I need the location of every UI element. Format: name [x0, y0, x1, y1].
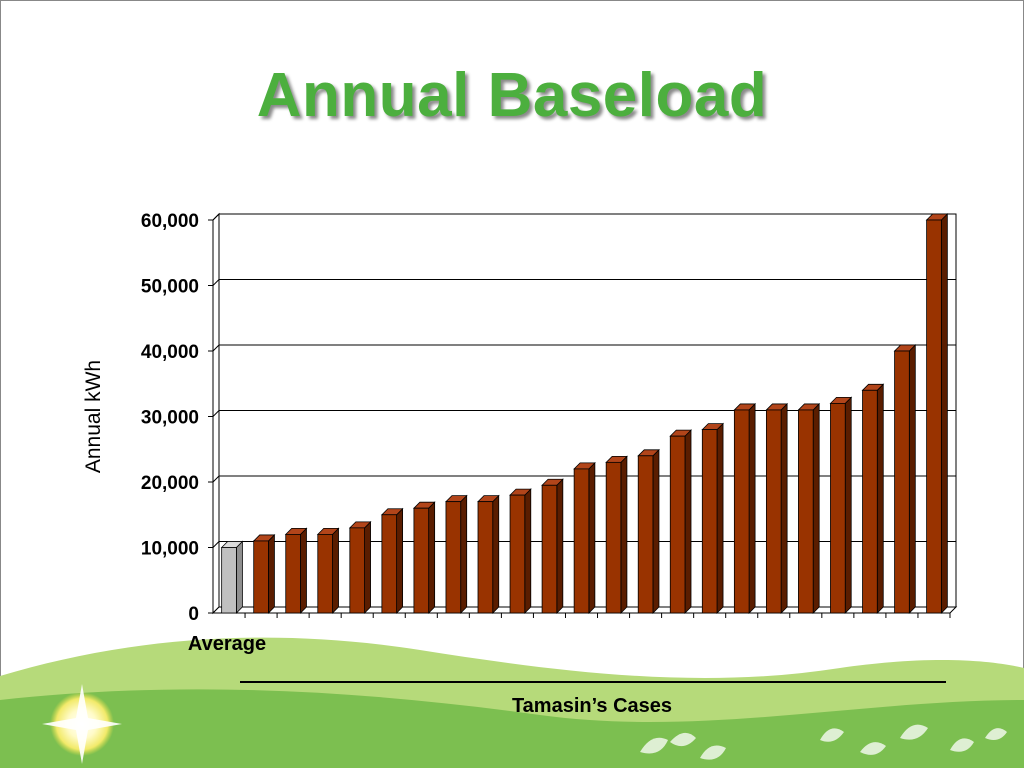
case-bar-side	[876, 383, 884, 614]
case-bar-side	[748, 402, 756, 614]
hill-dark	[0, 689, 1024, 768]
case-bar	[285, 534, 301, 614]
case-bar-side	[524, 488, 532, 614]
case-bar	[637, 455, 654, 614]
y-tick-label: 40,000	[141, 342, 199, 363]
case-bar	[798, 409, 814, 614]
case-bar-side	[908, 344, 916, 614]
y-tick-label: 50,000	[141, 277, 199, 298]
gridline-side	[212, 344, 220, 352]
leaf-icon	[640, 724, 1007, 760]
case-bar	[349, 527, 365, 614]
gridline-side	[212, 541, 220, 548]
case-bar	[541, 484, 558, 614]
case-bar	[413, 507, 430, 614]
case-bar	[445, 501, 462, 614]
average-bar	[221, 547, 237, 614]
case-bar	[605, 461, 622, 614]
case-bar-side	[460, 494, 468, 614]
gridline-side	[212, 213, 220, 221]
cases-label: Tamasin’s Cases	[512, 695, 672, 717]
case-bar-side	[396, 507, 404, 614]
gridline-side	[212, 475, 220, 483]
case-bar	[669, 435, 686, 614]
gridline-side	[212, 410, 220, 417]
case-bar-side	[652, 448, 660, 614]
gridline-side	[212, 279, 220, 286]
case-bar	[477, 501, 494, 614]
case-bar-side	[556, 478, 564, 614]
case-bar	[573, 468, 590, 614]
page-title: Annual Baseload	[256, 61, 768, 130]
case-bar-side	[844, 396, 852, 614]
y-axis-label: Annual kWh	[82, 360, 105, 473]
case-bar-side	[812, 402, 820, 614]
case-bar	[862, 389, 878, 614]
case-bar	[765, 409, 782, 614]
case-bar	[381, 514, 398, 614]
case-bar	[317, 534, 333, 614]
case-bar-side	[940, 213, 948, 614]
case-bar-side	[684, 429, 692, 614]
case-bar-side	[620, 455, 628, 614]
case-bar	[701, 429, 718, 614]
case-bar-side	[332, 527, 339, 614]
y-tick-label: 20,000	[141, 473, 199, 494]
average-label: Average	[188, 633, 266, 655]
case-bar-side	[364, 520, 371, 614]
case-bar-side	[780, 402, 788, 614]
case-bar-side	[428, 501, 436, 614]
y-tick-label: 10,000	[141, 539, 199, 560]
y-tick-label: 30,000	[141, 408, 199, 429]
case-bar	[894, 350, 910, 614]
case-bar-side	[300, 527, 307, 614]
case-bar	[926, 219, 942, 614]
y-tick-label: 60,000	[141, 211, 199, 232]
case-bar-side	[716, 422, 724, 614]
case-bar	[830, 402, 846, 614]
case-bar	[253, 540, 269, 614]
case-bar	[509, 494, 526, 614]
y-tick-label: 0	[188, 604, 199, 625]
case-bar-side	[492, 494, 500, 614]
case-bar-side	[268, 533, 275, 614]
case-bar	[733, 409, 750, 614]
sun-icon	[42, 684, 122, 764]
case-bar-side	[588, 461, 596, 614]
average-bar-side	[235, 540, 243, 614]
